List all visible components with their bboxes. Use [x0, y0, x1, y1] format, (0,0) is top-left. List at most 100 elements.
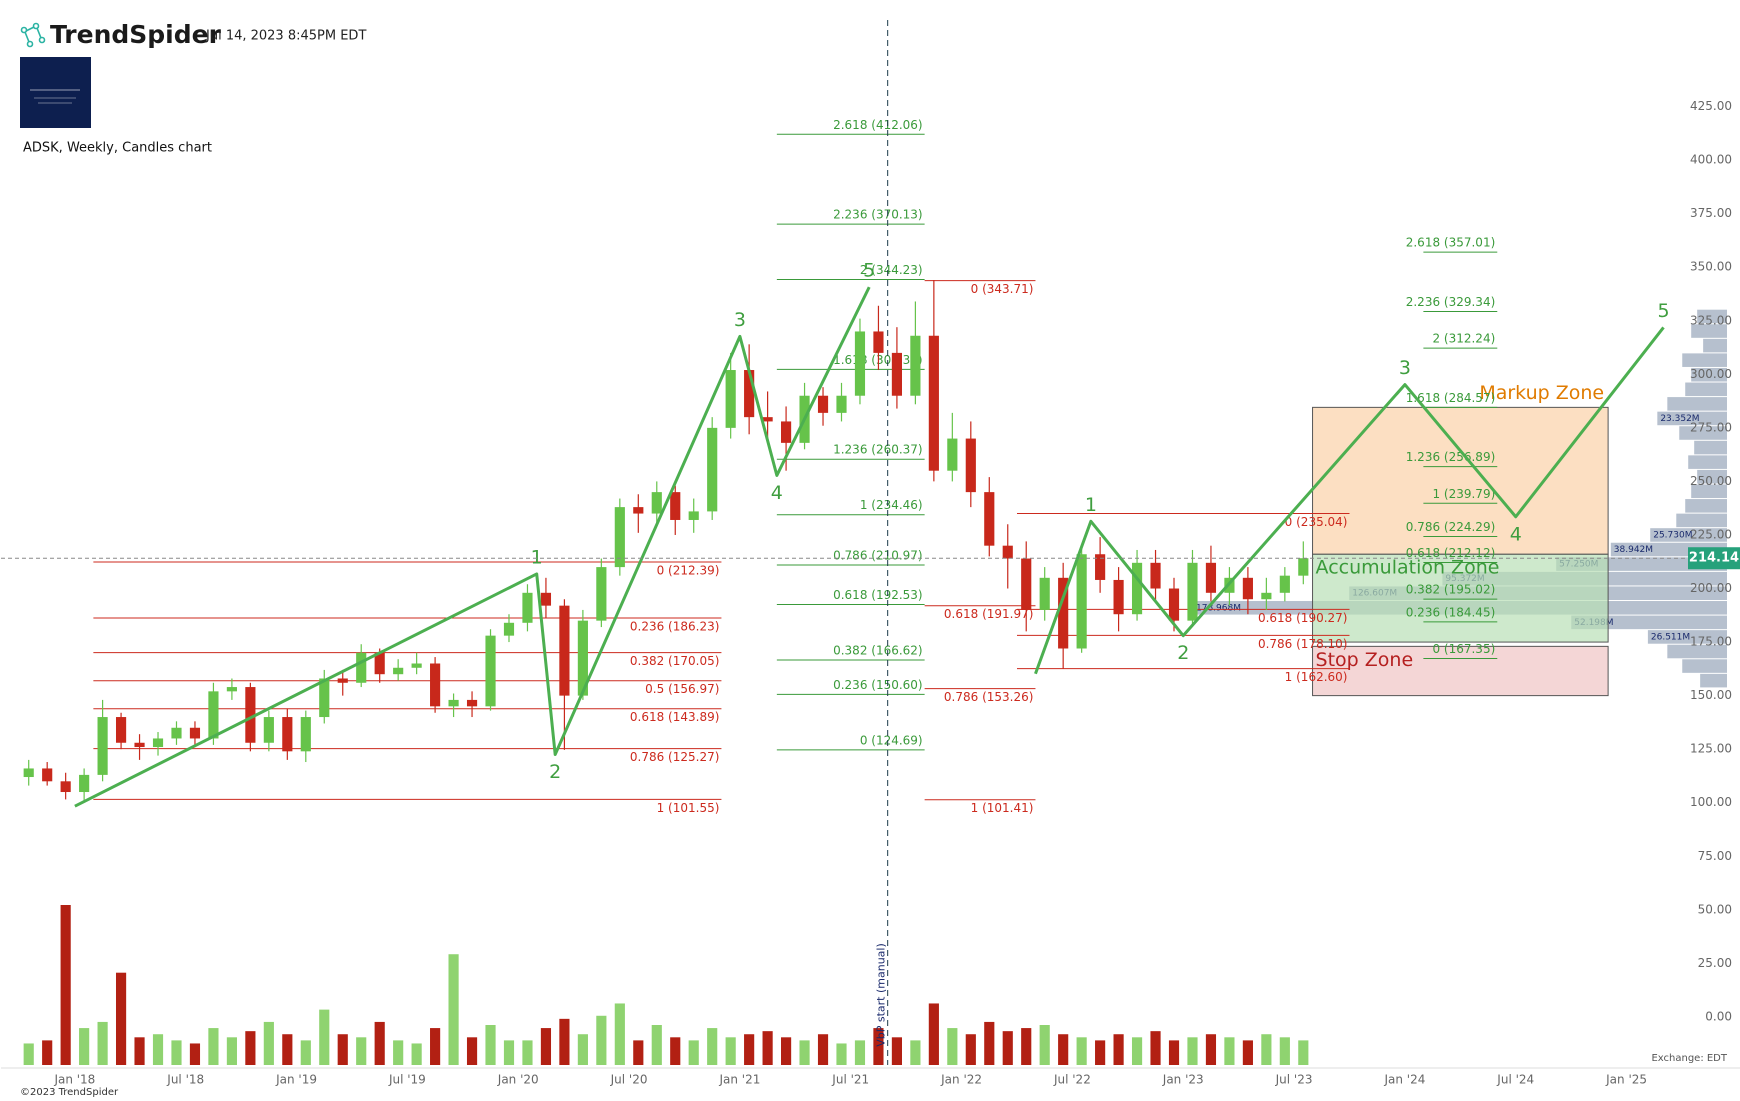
candle-body [651, 492, 662, 514]
volume-bar [596, 1015, 607, 1065]
candle-body [466, 699, 478, 707]
volume-bar [1261, 1034, 1272, 1065]
volume-bar [614, 1003, 625, 1065]
profile-bar [1685, 499, 1727, 513]
volume-bar [60, 905, 71, 1065]
candle-body [1298, 558, 1309, 576]
fib-label: 0.236 (150.60) [833, 678, 923, 692]
volume-bar [965, 1034, 976, 1065]
fib-label: 0.236 (184.45) [1406, 605, 1496, 619]
candle-body [1150, 562, 1161, 589]
candle-body [836, 395, 847, 413]
candle-body [910, 335, 921, 396]
candle-body [448, 699, 459, 707]
profile-bar [1679, 426, 1727, 440]
volume-bar [374, 1021, 385, 1065]
candle-body [762, 417, 773, 422]
last-price-label: 214.14 [1689, 551, 1739, 566]
profile-bar [1682, 659, 1727, 673]
volume-bar [430, 1028, 441, 1065]
candle-body [540, 592, 552, 606]
fib-label: 0.382 (195.02) [1406, 583, 1496, 597]
volume-bar [1187, 1037, 1198, 1065]
volume-bar [152, 1034, 164, 1065]
fib-label: 0.618 (143.89) [630, 710, 720, 724]
volume-bar [707, 1028, 718, 1065]
volume-bar [393, 1040, 404, 1065]
volume-bar [42, 1040, 53, 1065]
candle-body [984, 492, 995, 546]
profile-bar [1691, 484, 1727, 499]
candle-body [1021, 558, 1032, 610]
fib-label: 2.618 (357.01) [1406, 236, 1496, 250]
last-price-tag [1688, 547, 1740, 570]
volume-bar [744, 1034, 755, 1065]
volume-bar [1298, 1040, 1309, 1065]
volume-bar [411, 1043, 422, 1065]
wave-label: 5 [863, 260, 875, 282]
timestamp: Jul 14, 2023 8:45PM EDT [205, 29, 366, 44]
candle-body [189, 727, 201, 739]
profile-bar [1667, 397, 1727, 411]
volume-bar [1242, 1040, 1253, 1065]
candle-body [282, 717, 293, 752]
candle-body [23, 768, 34, 778]
candle-body [430, 663, 441, 707]
candle-body [614, 507, 625, 568]
volume-bar [817, 1034, 829, 1065]
fib-label: 0.236 (186.23) [630, 620, 720, 634]
profile-bar [1700, 673, 1727, 688]
profile-bar [1650, 528, 1727, 542]
candle-body [152, 738, 164, 748]
x-tick-label: Jul '20 [610, 1073, 648, 1087]
volume-bar [910, 1040, 921, 1065]
fib-label: 0.786 (224.29) [1406, 520, 1496, 534]
fib-label: 1.236 (260.37) [833, 443, 923, 457]
candle-body [1168, 588, 1180, 621]
x-tick-label: Jan '22 [940, 1073, 982, 1087]
fib-label: 2.236 (370.13) [833, 208, 923, 222]
y-tick-label: 325.00 [1690, 313, 1732, 327]
volume-bar [651, 1025, 662, 1065]
y-tick-label: 125.00 [1690, 742, 1732, 756]
logo [20, 57, 91, 128]
volume-bar [725, 1037, 736, 1065]
zone-label: Stop Zone [1316, 649, 1414, 671]
y-tick-label: 75.00 [1698, 849, 1732, 863]
volume-bar [115, 972, 127, 1065]
volume-bar [947, 1028, 958, 1065]
y-tick-label: 200.00 [1690, 581, 1732, 595]
volume-bar [762, 1031, 773, 1065]
candle-body [817, 395, 829, 413]
candle-body [1242, 577, 1253, 600]
x-tick-label: Jul '21 [831, 1073, 869, 1087]
candle-body [1187, 562, 1198, 621]
x-tick-label: Jul '19 [388, 1073, 426, 1087]
volume-bar [873, 1028, 884, 1065]
fib-label: 0.786 (125.27) [630, 750, 720, 764]
volume-bar [134, 1037, 145, 1065]
profile-bar [1688, 455, 1727, 469]
y-tick-label: 175.00 [1690, 635, 1732, 649]
profile-label: 26.511M [1651, 632, 1690, 642]
volume-bar [23, 1043, 34, 1065]
candle-body [928, 335, 939, 471]
candle-body [1205, 562, 1217, 593]
chart-title: ADSK, Weekly, Candles chart [23, 141, 212, 156]
volume-bar [245, 1031, 256, 1065]
profile-bar [1667, 644, 1727, 659]
candle-body [1058, 577, 1069, 649]
wave-label: 4 [771, 482, 783, 504]
brand-icon [20, 22, 46, 48]
fib-label: 0.618 (191.97) [944, 607, 1034, 621]
y-tick-label: 300.00 [1690, 367, 1732, 381]
wave-line [74, 286, 871, 808]
y-tick-label: 425.00 [1690, 99, 1732, 113]
volume-bar [559, 1018, 570, 1065]
wave-label: 4 [1510, 523, 1522, 545]
candle-body [374, 652, 385, 675]
profile-bar [1697, 469, 1727, 484]
fib-label: 2.236 (329.34) [1406, 295, 1496, 309]
fib-label: 1.618 (284.57) [1406, 391, 1496, 405]
candle-body [393, 667, 404, 675]
